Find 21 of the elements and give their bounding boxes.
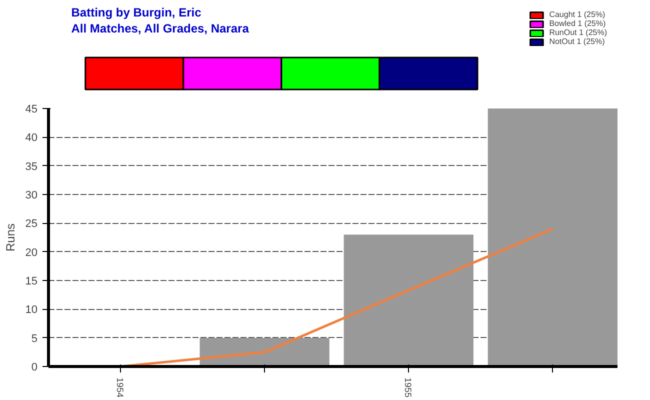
y-axis-title: Runs bbox=[3, 223, 18, 252]
bar bbox=[488, 108, 618, 366]
y-tick-label: 40 bbox=[25, 132, 38, 144]
legend-label: Bowled 1 (25%) bbox=[549, 19, 606, 28]
legend-label: Caught 1 (25%) bbox=[549, 10, 606, 19]
x-tick-label: 1954 bbox=[115, 378, 126, 398]
y-tick-label: 25 bbox=[25, 218, 38, 230]
legend-label: RunOut 1 (25%) bbox=[549, 28, 607, 37]
legend-label: NotOut 1 (25%) bbox=[549, 37, 605, 46]
y-tick-label: 30 bbox=[25, 190, 38, 202]
y-tick-label: 5 bbox=[31, 332, 38, 345]
y-tick-label: 45 bbox=[25, 104, 38, 116]
chart-subtitle: All Matches, All Grades, Narara bbox=[71, 22, 250, 36]
y-tick-label: 10 bbox=[25, 304, 38, 316]
y-tick-label: 20 bbox=[25, 246, 38, 259]
x-tick-label: 1955 bbox=[403, 378, 414, 398]
y-tick-label: 15 bbox=[25, 276, 38, 288]
bar bbox=[344, 234, 474, 366]
chart-title: Batting by Burgin, Eric bbox=[71, 6, 202, 20]
y-tick-label: 0 bbox=[31, 362, 38, 374]
y-tick-label: 35 bbox=[25, 160, 38, 173]
